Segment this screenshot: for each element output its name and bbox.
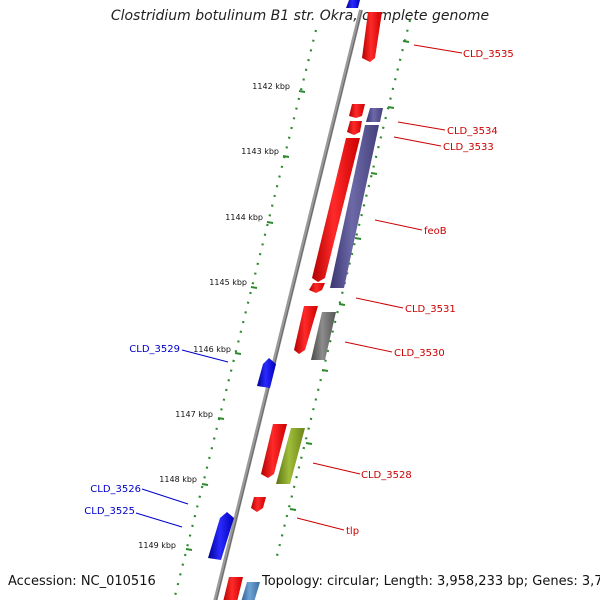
- cds-block[interactable]: [241, 582, 260, 600]
- tick-mark: [185, 548, 193, 551]
- cds-block[interactable]: [366, 108, 383, 122]
- label-connector: [397, 121, 446, 131]
- tick-mark: [387, 106, 395, 109]
- scale-ring-inner: [172, 29, 318, 600]
- map-title: Clostridium botulinum B1 str. Okra, comp…: [110, 8, 490, 24]
- gene-label-cld-3525[interactable]: CLD_3525: [84, 506, 135, 517]
- genome-backbone-shadow: [215, 9, 363, 600]
- gene-feature[interactable]: [347, 121, 362, 135]
- label-connector: [312, 462, 361, 475]
- gene-label-cld-3529[interactable]: CLD_3529: [129, 344, 180, 355]
- accession-text: Accession: NC_010516: [8, 574, 156, 589]
- gene-feature[interactable]: [309, 283, 325, 293]
- gene-label-feob[interactable]: feoB: [424, 226, 447, 237]
- gene-feature[interactable]: [261, 424, 287, 478]
- tick-mark: [305, 442, 313, 445]
- gene-feature[interactable]: [257, 358, 276, 388]
- label-connector: [344, 341, 393, 353]
- genome-summary-text: Topology: circular; Length: 3,958,233 bp…: [262, 574, 600, 589]
- label-connector: [355, 297, 404, 309]
- tick-label: 1148 kbp: [159, 475, 197, 484]
- gene-label-cld-3530[interactable]: CLD_3530: [394, 348, 445, 359]
- gene-feature[interactable]: [251, 497, 266, 512]
- gene-label-cld-3535[interactable]: CLD_3535: [463, 49, 514, 60]
- tick-mark: [402, 40, 410, 43]
- tick-mark: [282, 155, 290, 158]
- tick-label: 1144 kbp: [225, 213, 263, 222]
- gene-label-cld-3528[interactable]: CLD_3528: [361, 470, 412, 481]
- tick-mark: [217, 417, 225, 420]
- gene-label-cld-3526[interactable]: CLD_3526: [90, 484, 141, 495]
- tick-mark: [338, 303, 346, 306]
- tick-mark: [201, 483, 209, 486]
- gene-label-cld-3531[interactable]: CLD_3531: [405, 304, 456, 315]
- label-connector: [135, 512, 183, 528]
- gene-feature[interactable]: [349, 104, 365, 118]
- tick-mark: [266, 221, 274, 224]
- genome-backbone: [213, 9, 363, 600]
- tick-mark: [370, 172, 378, 175]
- tick-mark: [354, 237, 362, 240]
- tick-mark: [234, 352, 242, 355]
- label-connector: [413, 44, 463, 54]
- cds-block[interactable]: [276, 428, 305, 484]
- tick-mark: [250, 286, 258, 289]
- gene-label-cld-3533[interactable]: CLD_3533: [443, 142, 494, 153]
- tick-label: 1145 kbp: [209, 278, 247, 287]
- tick-label: 1146 kbp: [193, 345, 231, 354]
- label-connector: [296, 517, 345, 531]
- gene-feature[interactable]: [294, 306, 318, 354]
- label-connector: [393, 136, 442, 147]
- gene-feature[interactable]: [362, 12, 382, 62]
- tick-label: 1143 kbp: [241, 147, 279, 156]
- tick-label: 1142 kbp: [252, 82, 290, 91]
- tick-label: 1149 kbp: [138, 541, 176, 550]
- gene-label-cld-3534[interactable]: CLD_3534: [447, 126, 498, 137]
- gene-feature[interactable]: [223, 577, 243, 600]
- gene-label-tlp[interactable]: tlp: [346, 526, 359, 537]
- tick-mark: [321, 369, 329, 372]
- cds-block[interactable]: [330, 125, 379, 288]
- cds-block[interactable]: [311, 312, 336, 360]
- label-connector: [141, 488, 189, 505]
- label-connector: [374, 219, 423, 231]
- gene-feature[interactable]: [208, 512, 234, 560]
- tick-mark: [289, 508, 297, 511]
- tick-mark: [298, 90, 306, 93]
- tick-label: 1147 kbp: [175, 410, 213, 419]
- label-connector: [181, 349, 229, 363]
- gene-feature[interactable]: [312, 138, 360, 282]
- gene-feature[interactable]: [346, 0, 360, 8]
